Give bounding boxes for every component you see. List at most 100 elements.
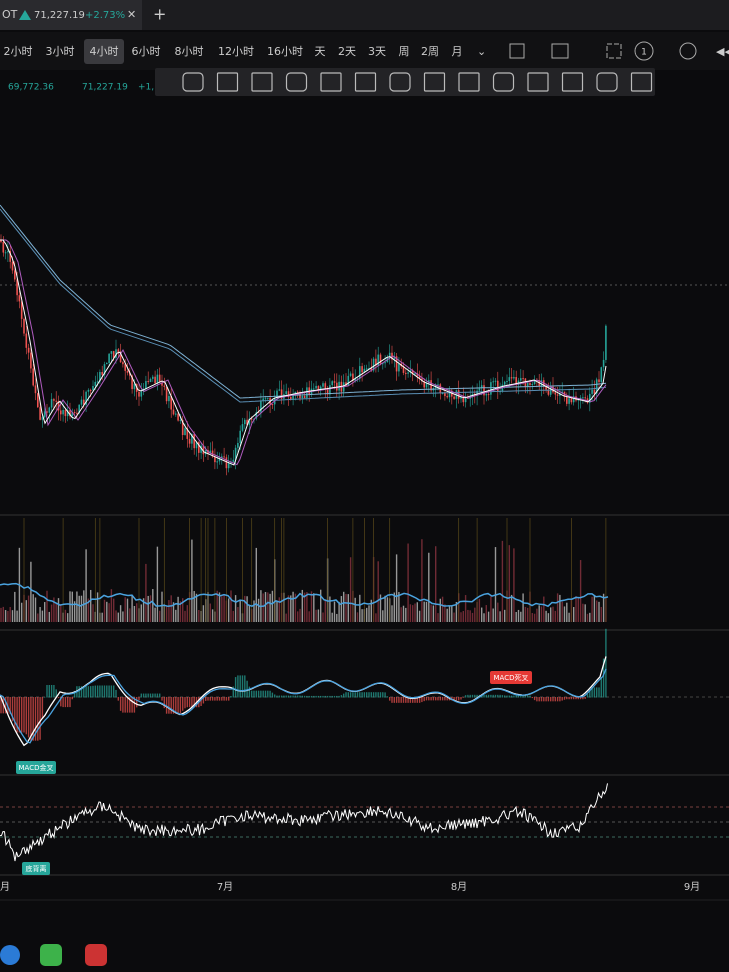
interval-tab[interactable]: 6小时: [132, 45, 161, 58]
macd-bar: [593, 687, 596, 698]
macd-bar: [276, 695, 278, 698]
candle: [246, 419, 248, 425]
candle: [96, 381, 99, 383]
macd-bar: [538, 697, 540, 702]
interval-tab[interactable]: 天: [315, 45, 326, 58]
drawing-tool[interactable]: [216, 72, 239, 92]
layout-icon[interactable]: [606, 43, 622, 59]
macd-bar: [579, 697, 582, 700]
macd-bar: [441, 697, 444, 701]
alert-icon[interactable]: [679, 42, 697, 60]
volume-bar: [494, 547, 497, 622]
candle: [7, 251, 9, 253]
interval-tab[interactable]: 8小时: [175, 45, 204, 58]
dropdown[interactable]: ⌄: [477, 45, 486, 58]
macd-bar: [483, 694, 485, 698]
volume-bar: [554, 610, 556, 622]
candle: [172, 409, 175, 415]
candle: [250, 418, 253, 420]
volume-bar: [448, 606, 451, 622]
macd-bar: [517, 695, 520, 698]
macd-bar: [140, 693, 142, 698]
drawing-tool[interactable]: [596, 72, 618, 92]
volume-bar: [7, 610, 9, 622]
macd-bar: [598, 687, 600, 698]
volume-bar: [416, 602, 418, 622]
macd-bar: [225, 697, 228, 701]
macd-bar: [99, 685, 101, 698]
drawing-tool[interactable]: [492, 72, 515, 92]
volume-bar: [154, 607, 156, 622]
macd-bar: [285, 695, 287, 698]
interval-tab[interactable]: 3天: [368, 45, 386, 58]
volume-bar: [90, 589, 92, 622]
candle: [515, 377, 517, 385]
volume-bar: [239, 600, 241, 622]
badge[interactable]: [634, 41, 654, 61]
macd-bar: [366, 692, 368, 698]
volume-bar: [257, 598, 260, 622]
volume-bar: [11, 610, 14, 622]
interval-tab[interactable]: 周: [399, 45, 410, 58]
interval-tab[interactable]: 16小时: [267, 45, 303, 58]
candle: [209, 450, 212, 454]
volume-bar: [435, 546, 437, 622]
volume-bar: [306, 591, 308, 622]
volume-bar: [64, 609, 67, 622]
app-icon[interactable]: [85, 944, 107, 966]
app-icon[interactable]: [40, 944, 62, 966]
drawing-tool[interactable]: [320, 72, 342, 92]
macd-bar: [423, 697, 425, 702]
add-tab[interactable]: +: [153, 5, 166, 24]
interval-tab[interactable]: 12小时: [218, 45, 254, 58]
candle: [444, 393, 446, 397]
drawing-tool[interactable]: [354, 72, 377, 92]
macd-bar: [228, 697, 230, 701]
macd-bar: [48, 685, 50, 698]
interval-tab[interactable]: 2周: [421, 45, 439, 58]
volume-bar: [513, 548, 515, 622]
interval-tab[interactable]: 3小时: [46, 45, 75, 58]
x-label: 8月: [451, 881, 467, 893]
drawing-tool[interactable]: [251, 72, 273, 92]
macd-bar: [432, 697, 435, 701]
drawing-tool[interactable]: [458, 72, 480, 92]
candle: [62, 410, 64, 415]
interval-tab[interactable]: 4小时: [90, 45, 119, 58]
volume-bar: [159, 610, 161, 622]
volume-bar: [80, 595, 83, 622]
drawing-tool[interactable]: [527, 72, 549, 92]
candle: [487, 394, 490, 396]
macd-bar: [487, 694, 490, 698]
chart-type-icon[interactable]: [509, 43, 525, 59]
drawing-tool[interactable]: [182, 72, 204, 92]
macd-bar: [582, 697, 584, 700]
macd-bar: [287, 695, 290, 698]
drawing-tool[interactable]: [630, 72, 653, 92]
volume-bar: [136, 603, 138, 622]
indicator-icon[interactable]: [551, 43, 569, 59]
drawing-tool[interactable]: [285, 72, 308, 92]
candle: [423, 381, 425, 388]
macd-bar: [32, 697, 34, 741]
volume-bar: [412, 605, 414, 622]
app-icon[interactable]: [0, 945, 20, 965]
golden-cross-tag: [16, 761, 56, 774]
drawing-tool[interactable]: [561, 72, 584, 92]
candle: [566, 396, 568, 404]
drawing-tool[interactable]: [423, 72, 446, 92]
replay-icon[interactable]: ◀◀: [716, 45, 729, 58]
macd-bar: [497, 694, 499, 698]
candle: [313, 388, 315, 390]
interval-tab[interactable]: 2小时: [4, 45, 33, 58]
interval-tab[interactable]: 2天: [338, 45, 356, 58]
candle: [60, 410, 62, 415]
macd-bar: [274, 694, 276, 698]
close-tab[interactable]: ✕: [127, 8, 136, 21]
macd-bar: [504, 695, 506, 698]
drawing-tool[interactable]: [389, 72, 411, 92]
macd-bar: [499, 694, 501, 698]
macd-bar: [446, 697, 448, 701]
interval-tab[interactable]: 月: [452, 45, 463, 58]
candle: [368, 368, 370, 370]
